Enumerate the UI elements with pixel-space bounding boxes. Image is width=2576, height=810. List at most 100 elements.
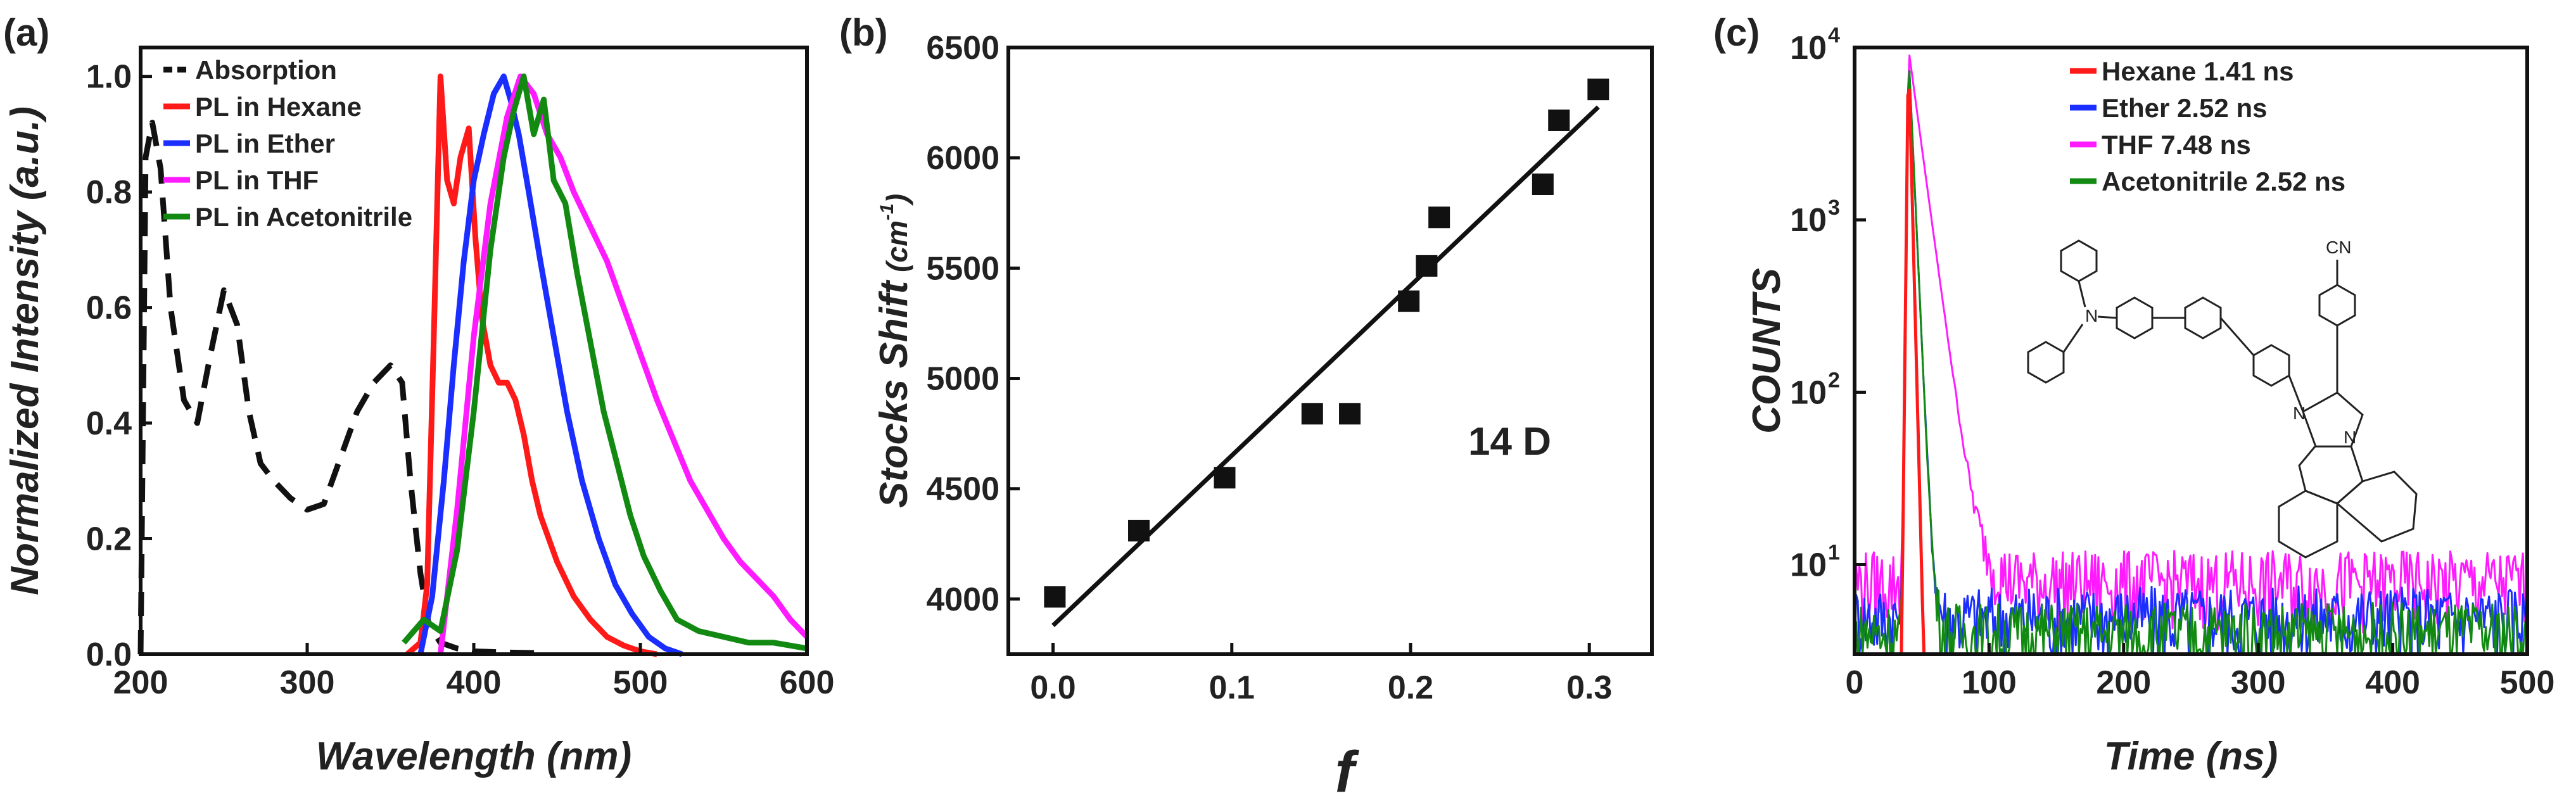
panel-c-legend-label-2: THF 7.48 ns: [2102, 130, 2251, 160]
panel-b-point-5: [1398, 290, 1420, 312]
panel-c-xlabel: Time (ns): [2104, 735, 2278, 778]
panel-b-annotation: 14 D: [1468, 420, 1551, 464]
panel-a-legend: Absorption PL in Hexane PL in Ether PL in T…: [163, 55, 412, 232]
panel-a-label: (a): [3, 11, 49, 54]
panel-b-ticks: 0.0 0.1 0.2 0.3 4000 4500 5000 5500 6000 6500: [926, 30, 1612, 706]
panel-a-legend-label-2: PL in Ether: [195, 129, 335, 158]
panel-c-ytick-exp-1: 2: [1828, 368, 1840, 392]
panel-a-xtick-label-4: 600: [780, 664, 835, 701]
panel-a-ytick-label-1: 0.2: [86, 521, 132, 558]
panel-c-ylabel: COUNTS: [1745, 268, 1789, 434]
mol-bond-2: [2062, 324, 2084, 353]
panel-a-ylabel: Normalized Intensity (a.u.): [3, 106, 47, 595]
panel-a-xtick-label-2: 400: [447, 664, 502, 701]
panel-b-xtick-label-2: 0.2: [1388, 669, 1433, 706]
panel-a-ytick-label-5: 1.0: [86, 59, 132, 96]
panel-c-legend-label-3: Acetonitrile 2.52 ns: [2102, 167, 2345, 196]
panel-c-series-2: [1853, 54, 2527, 634]
panel-b-point-1: [1128, 519, 1150, 541]
panel-c-xtick-label-4: 400: [2365, 664, 2420, 701]
panel-a-xtick-label-1: 300: [280, 664, 335, 701]
panel-c-ytick-base-0: 10: [1790, 547, 1827, 583]
panel-a-legend-label-0: Absorption: [195, 55, 337, 85]
panel-b-point-0: [1044, 586, 1066, 608]
panel-c-ytick-label-1: 10: [1790, 374, 1827, 411]
panel-b-point-8: [1532, 173, 1554, 195]
panel-c-ytick-label-2: 10: [1790, 202, 1827, 239]
panel-a-xlabel: Wavelength (nm): [316, 735, 631, 778]
panel-b-ylabel-unit: (cm: [880, 220, 913, 272]
panel-b-xtick-label-0: 0.0: [1030, 669, 1075, 706]
mol-phenyl-1: [2060, 239, 2098, 282]
panel-a-traces: [137, 73, 809, 657]
panel-a-series-2: [417, 73, 683, 657]
mol-phenyl-4: [2184, 296, 2222, 339]
panel-b-point-4: [1339, 403, 1361, 425]
panel-b-point-3: [1301, 403, 1323, 425]
panel-a-legend-label-1: PL in Hexane: [195, 92, 362, 122]
panel-b-plot-frame: [1006, 46, 1654, 656]
panel-a-legend-label-3: PL in THF: [195, 165, 319, 195]
panel-b-xtick-label-3: 0.3: [1566, 669, 1612, 706]
panel-b-fit-line: [1051, 105, 1600, 628]
panel-c-ytick-exp-0: 1: [1828, 540, 1840, 564]
panel-a-legend-label-4: PL in Acetonitrile: [195, 202, 412, 232]
mol-imidazole: [2302, 391, 2364, 448]
panel-c-plot-frame: [1853, 46, 2529, 656]
panel-c-xtick-label-5: 500: [2500, 664, 2555, 701]
panel-b-ytick-label-0: 4000: [926, 581, 999, 618]
panel-c-ytick-exp-2: 3: [1828, 196, 1840, 220]
panel-a-series-1: [405, 73, 658, 657]
panel-a: (a) 200 300 400 500 600 0.0 0.2 0.4 0.6 0.8 1.0 Ab…: [3, 11, 834, 778]
panel-a-series-4: [402, 73, 808, 652]
panel-a-xtick-label-3: 500: [613, 664, 668, 701]
panel-b-point-9: [1548, 109, 1570, 131]
panel-b-ylabel-main: Stocks Shift: [872, 279, 916, 508]
molecule-structure: N N N CN: [2027, 237, 2418, 559]
panel-b-ytick-label-5: 6500: [926, 30, 999, 66]
mol-phenyl-3: [2116, 296, 2154, 339]
mol-bond-6: [2288, 375, 2304, 412]
panel-c-xtick-label-1: 100: [1962, 664, 2017, 701]
panel-c-ytick-base-1: 10: [1790, 374, 1827, 411]
panel-c-ytick-exp-3: 4: [1828, 23, 1840, 47]
panel-c-ytick-base-2: 10: [1790, 202, 1827, 239]
mol-ring-a: [2298, 445, 2364, 505]
mol-bond-5: [2219, 317, 2255, 356]
panel-a-ticks: 200 300 400 500 600 0.0 0.2 0.4 0.6 0.8 1.0: [86, 59, 835, 701]
mol-phenyl-6: [2318, 284, 2356, 327]
panel-b-marks: [1044, 79, 1609, 628]
mol-bond-3: [2097, 315, 2117, 319]
panel-b-xlabel: f: [1335, 740, 1360, 804]
mol-n2-label: N: [2344, 427, 2356, 447]
panel-b: (b) 0.0 0.1 0.2 0.3 4000 4500 5000 5500 6000 6500…: [839, 11, 1654, 804]
mol-ring-c: [2335, 471, 2418, 543]
panel-c-ytick-base-3: 10: [1790, 30, 1827, 66]
panel-a-xtick-label-0: 200: [113, 664, 168, 701]
panel-b-xtick-label-1: 0.1: [1209, 669, 1255, 706]
panel-b-point-2: [1214, 467, 1236, 489]
panel-c-series-1: [1853, 70, 2527, 655]
panel-c-legend: Hexane 1.41 ns Ether 2.52 ns THF 7.48 ns Ac…: [2070, 56, 2345, 196]
panel-b-ytick-label-4: 6000: [926, 140, 999, 177]
panel-b-ylabel-sup: -1: [877, 203, 898, 220]
mol-cn-label: CN: [2326, 237, 2351, 257]
panel-b-ytick-label-1: 4500: [926, 471, 999, 508]
panel-c-ytick-label-3: 10: [1790, 30, 1827, 66]
panel-b-ytick-label-2: 5000: [926, 361, 999, 398]
panel-c-legend-label-0: Hexane 1.41 ns: [2102, 56, 2294, 86]
panel-a-ytick-label-4: 0.8: [86, 174, 132, 211]
panel-b-ytick-label-3: 5500: [926, 250, 999, 287]
panel-c-ytick-label-0: 10: [1790, 547, 1827, 583]
mol-ring-b: [2278, 490, 2338, 559]
mol-n-label: N: [2085, 306, 2098, 326]
panel-b-point-10: [1587, 79, 1609, 101]
panel-a-ytick-label-3: 0.6: [86, 290, 132, 327]
panel-b-ylabel-close: ): [880, 194, 913, 206]
panel-a-series-0: [137, 120, 541, 656]
panel-b-point-6: [1416, 255, 1438, 277]
panel-b-ylabel: Stocks Shift (cm-1): [872, 194, 916, 508]
